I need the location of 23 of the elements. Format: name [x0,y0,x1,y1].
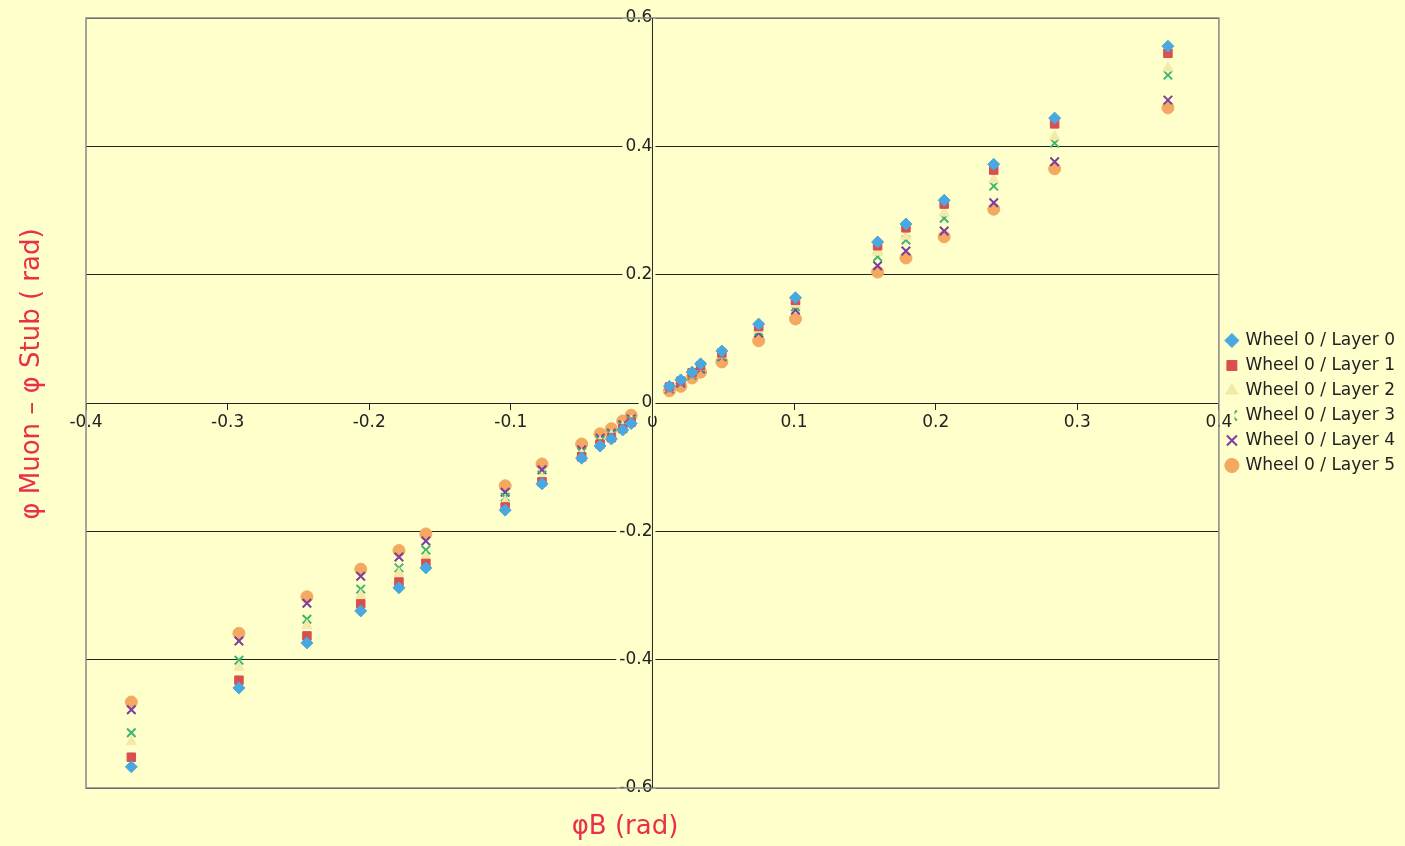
x-tick-label: 0.2 [922,410,950,431]
legend-label: Wheel 0 / Layer 5 [1245,453,1396,474]
y-axis-title: φ Muon – φ Stub ( rad) [15,227,45,522]
x-axis-title: φB (rad) [570,810,680,840]
y-tick-label: -0.2 [619,519,653,540]
legend-label: Wheel 0 / Layer 0 [1245,328,1396,349]
legend-label: Wheel 0 / Layer 2 [1245,378,1396,399]
y-tick-label: 0.2 [625,263,653,284]
y-tick-label: 0.6 [625,6,653,27]
y-tick-label: -0.6 [619,776,653,797]
y-tick-label: -0.4 [619,648,653,669]
x-tick-label: 0.4 [1205,410,1233,431]
x-tick-label: 0.3 [1063,410,1091,431]
y-tick-label: 0 [641,391,653,412]
x-tick-label: -0.4 [69,410,103,431]
legend-label: Wheel 0 / Layer 1 [1245,353,1396,374]
legend-label: Wheel 0 / Layer 3 [1245,403,1396,424]
x-tick-label: 0.1 [780,410,808,431]
x-tick-label: -0.1 [494,410,528,431]
y-tick-label: 0.4 [625,134,653,155]
x-tick-label: -0.3 [211,410,245,431]
x-tick-label: -0.2 [352,410,386,431]
legend-label: Wheel 0 / Layer 4 [1245,428,1396,449]
